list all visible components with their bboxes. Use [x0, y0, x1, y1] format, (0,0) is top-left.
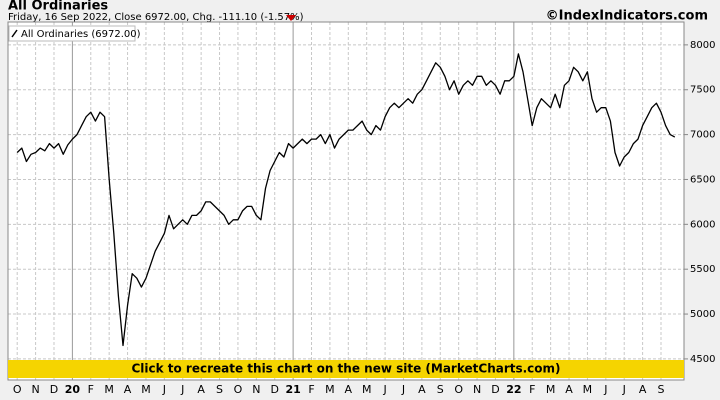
x-tick-label: J: [603, 383, 607, 396]
y-tick-label: 8000: [690, 40, 715, 51]
legend-label: All Ordinaries (6972.00): [21, 29, 141, 40]
x-tick-label: N: [252, 383, 260, 396]
x-tick-label: D: [491, 383, 499, 396]
plot-area: [8, 22, 684, 380]
x-tick-label: A: [639, 383, 647, 396]
x-tick-label: J: [622, 383, 626, 396]
chart-subtitle: Friday, 16 Sep 2022, Close 6972.00, Chg.…: [8, 12, 304, 23]
x-tick-label: N: [31, 383, 39, 396]
legend: [8, 25, 136, 42]
x-tick-label: S: [216, 383, 223, 396]
x-tick-label: N: [473, 383, 481, 396]
down-arrow: [286, 15, 296, 21]
x-tick-label: M: [141, 383, 151, 396]
x-tick-label: A: [418, 383, 426, 396]
banner-text[interactable]: Click to recreate this chart on the new …: [131, 362, 560, 376]
x-tick-label: M: [362, 383, 372, 396]
y-tick-label: 7500: [690, 85, 715, 96]
x-tick-label: F: [88, 383, 94, 396]
y-tick-label: 6000: [690, 219, 715, 230]
x-tick-label: A: [565, 383, 573, 396]
x-tick-label: J: [401, 383, 405, 396]
x-tick-label: O: [454, 383, 463, 396]
x-tick-label: J: [382, 383, 386, 396]
y-tick-label: 4500: [690, 354, 715, 365]
x-tick-label: M: [546, 383, 556, 396]
chart-title: All Ordinaries: [8, 0, 108, 14]
x-tick-label: F: [529, 383, 535, 396]
x-tick-label: S: [437, 383, 444, 396]
x-tick-label: D: [50, 383, 58, 396]
banner[interactable]: [8, 360, 684, 378]
x-tick-label: O: [234, 383, 243, 396]
x-tick-label: 21: [285, 383, 300, 396]
lines: [16, 53, 676, 347]
x-tick-label: J: [180, 383, 184, 396]
x-tick-label: J: [162, 383, 166, 396]
x-tick-label: O: [13, 383, 22, 396]
credit: ©IndexIndicators.com: [546, 9, 708, 24]
x-tick-label: M: [104, 383, 114, 396]
x-tick-label: M: [583, 383, 593, 396]
x-tick-label: M: [325, 383, 335, 396]
x-tick-label: 22: [506, 383, 521, 396]
x-tick-label: A: [124, 383, 132, 396]
y-tick-label: 5000: [690, 309, 715, 320]
x-tick-label: A: [197, 383, 205, 396]
x-tick-label: 20: [65, 383, 81, 396]
y-tick-label: 5500: [690, 264, 715, 275]
grid: [8, 22, 684, 380]
y-tick-label: 7000: [690, 130, 715, 141]
x-tick-label: F: [308, 383, 314, 396]
x-tick-label: S: [658, 383, 665, 396]
legend-swatch: [11, 29, 18, 38]
price-line: [16, 53, 676, 347]
x-tick-label: A: [345, 383, 353, 396]
y-tick-label: 6500: [690, 174, 715, 185]
plot-border: [7, 21, 685, 381]
x-tick-label: D: [270, 383, 278, 396]
